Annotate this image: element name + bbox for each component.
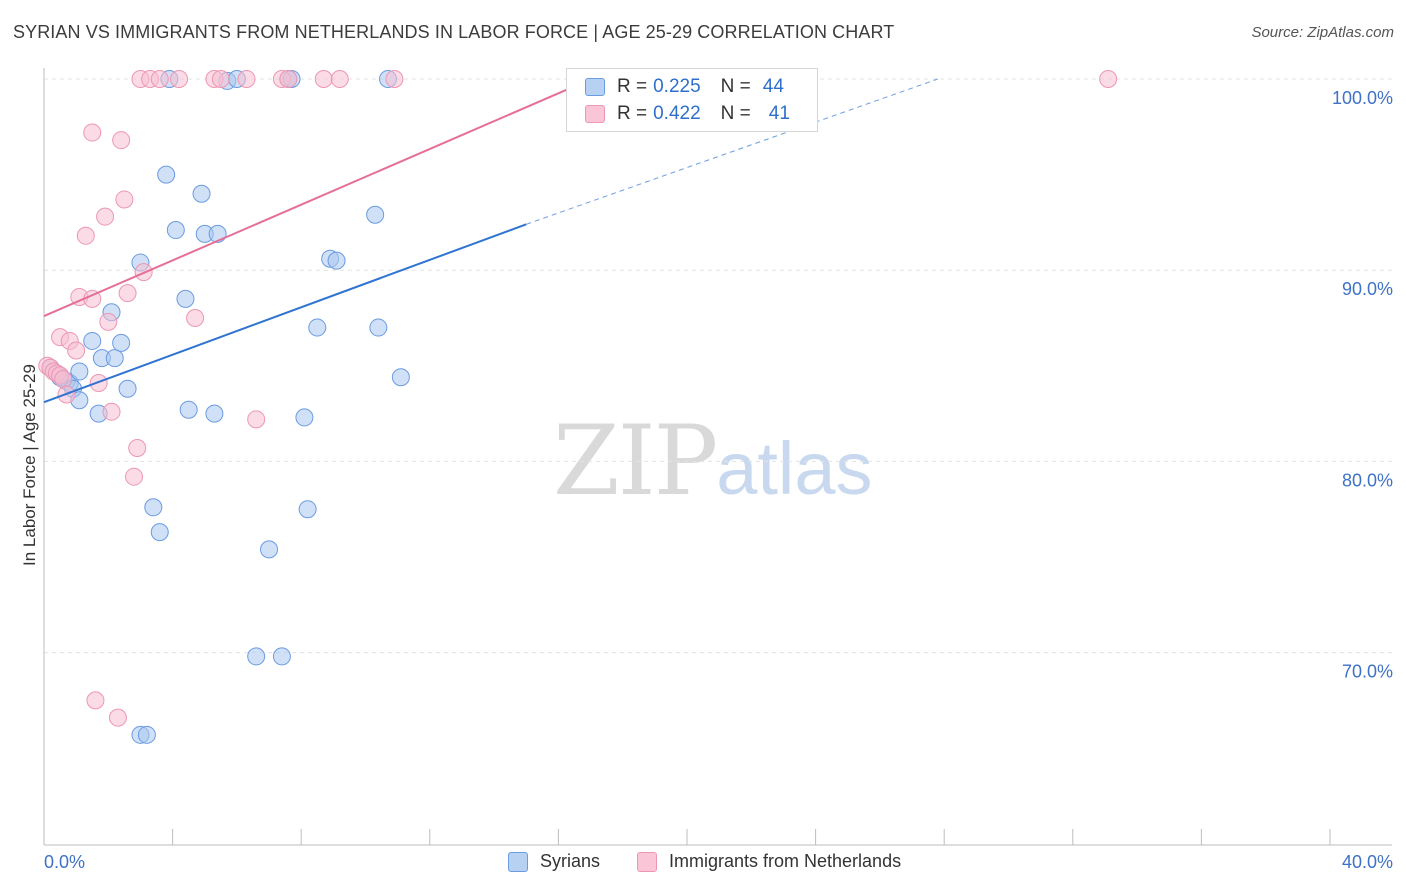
- y-tick-label: 80.0%: [1342, 470, 1393, 490]
- y-tick-label: 100.0%: [1332, 88, 1393, 108]
- data-point: [166, 221, 185, 240]
- data-point: [128, 439, 147, 458]
- data-point: [295, 408, 314, 427]
- x-tick-min: 0.0%: [44, 852, 86, 872]
- data-point: [192, 184, 211, 203]
- data-point: [125, 467, 144, 486]
- data-point: [102, 402, 121, 421]
- data-point: [170, 70, 189, 88]
- data-point: [314, 70, 333, 88]
- y-tick-labels: 70.0% 80.0% 90.0% 100.0%: [1332, 88, 1393, 682]
- data-point: [112, 333, 131, 352]
- data-point: [150, 70, 169, 88]
- data-point: [118, 379, 137, 398]
- blue-swatch-icon: [508, 851, 528, 872]
- data-point: [179, 400, 198, 419]
- y-tick-label: 90.0%: [1342, 279, 1393, 299]
- data-point: [115, 190, 134, 209]
- legend-row-syrians: R = 0.225 N = 44: [585, 75, 784, 99]
- legend-item-syrians[interactable]: Syrians: [508, 851, 600, 872]
- data-point: [96, 207, 115, 226]
- data-point: [279, 70, 298, 88]
- data-point: [112, 131, 131, 150]
- r-value: 0.225: [653, 76, 701, 97]
- data-point: [105, 349, 124, 368]
- r-key: R =: [617, 103, 648, 124]
- legend-row-netherlands: R = 0.422 N = 41: [585, 102, 790, 126]
- chart-title: SYRIAN VS IMMIGRANTS FROM NETHERLANDS IN…: [13, 22, 895, 42]
- n-value: 44: [762, 76, 784, 97]
- n-key: N =: [720, 103, 751, 124]
- series-netherlands: [38, 70, 1118, 727]
- data-point: [298, 500, 317, 519]
- data-point: [308, 318, 327, 337]
- watermark-atlas: atlas: [716, 427, 873, 510]
- r-value: 0.422: [653, 103, 701, 124]
- data-point: [205, 404, 224, 423]
- data-point: [186, 309, 205, 327]
- data-point: [247, 410, 266, 429]
- data-point: [83, 331, 102, 350]
- source-label: Source: ZipAtlas.com: [1251, 24, 1394, 41]
- data-point: [330, 70, 349, 88]
- series-syrians: [41, 70, 410, 744]
- data-point: [86, 691, 105, 710]
- data-point: [1099, 70, 1118, 88]
- pink-swatch-icon: [637, 851, 657, 872]
- x-tick-max: 40.0%: [1341, 852, 1393, 872]
- data-point: [157, 165, 176, 184]
- correlation-legend: R = 0.225 N = 44 R = 0.422 N = 41: [566, 68, 818, 132]
- data-point: [260, 540, 279, 559]
- grid-lines: [44, 78, 1392, 654]
- data-point: [67, 341, 86, 360]
- y-axis-label: In Labor Force | Age 25-29: [20, 364, 39, 566]
- legend-label-syrians: Syrians: [540, 851, 601, 871]
- blue-swatch-icon: [585, 78, 605, 96]
- trend-line-netherlands: [43, 74, 601, 318]
- trend-lines: [43, 74, 938, 404]
- data-point: [118, 284, 137, 303]
- data-point: [369, 318, 388, 337]
- data-point: [247, 647, 266, 666]
- data-point: [99, 312, 118, 331]
- data-point: [327, 251, 346, 270]
- data-point: [366, 205, 385, 224]
- data-point: [83, 123, 102, 142]
- legend-item-netherlands[interactable]: Immigrants from Netherlands: [637, 851, 901, 872]
- series-legend: Syrians Immigrants from Netherlands: [0, 851, 1406, 877]
- n-key: N =: [720, 76, 751, 97]
- trend-line-syrians-extension: [526, 78, 938, 225]
- trend-line-syrians: [43, 223, 527, 404]
- y-tick-label: 70.0%: [1342, 662, 1393, 682]
- data-point: [391, 368, 410, 387]
- data-point: [385, 70, 404, 88]
- r-key: R =: [617, 76, 648, 97]
- pink-swatch-icon: [585, 105, 605, 123]
- data-point: [70, 362, 89, 381]
- data-point: [108, 708, 127, 727]
- data-point: [237, 70, 256, 88]
- n-value: 41: [768, 103, 790, 124]
- data-point: [54, 370, 73, 389]
- data-point: [150, 523, 169, 542]
- data-point: [144, 498, 163, 517]
- data-point: [272, 647, 291, 666]
- data-point: [176, 289, 195, 308]
- data-point: [211, 70, 230, 88]
- legend-label-netherlands: Immigrants from Netherlands: [669, 851, 902, 871]
- data-point: [76, 226, 95, 245]
- data-point: [137, 725, 156, 744]
- axes: [43, 68, 1392, 846]
